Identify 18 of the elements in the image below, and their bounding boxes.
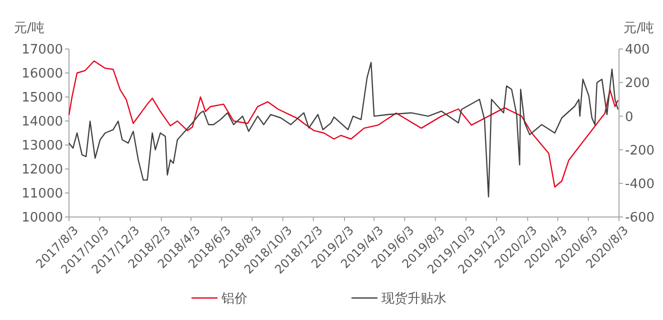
legend-label: 现货升贴水 <box>382 292 446 307</box>
y-axis-title: 元/吨 <box>14 21 44 36</box>
y2-tick-label: 200 <box>625 76 650 92</box>
y-tick-label: 15000 <box>22 90 63 106</box>
y-tick-label: 10000 <box>22 210 63 226</box>
y-tick-label: 13000 <box>22 138 63 154</box>
y2-tick-label: -600 <box>625 210 655 226</box>
y-tick-label: 11000 <box>22 186 63 202</box>
y2-axis-title: 元/吨 <box>624 21 654 36</box>
y2-tick-label: 0 <box>625 110 634 125</box>
y-tick-label: 16000 <box>22 66 63 82</box>
y-tick-label: 14000 <box>22 114 63 130</box>
y2-tick-label: -400 <box>625 176 655 192</box>
y-tick-label: 12000 <box>22 162 63 178</box>
legend-label: 铝价 <box>220 292 248 307</box>
y2-tick-label: -200 <box>625 143 655 158</box>
y2-tick-label: 400 <box>625 42 650 58</box>
y-tick-label: 17000 <box>22 42 63 58</box>
